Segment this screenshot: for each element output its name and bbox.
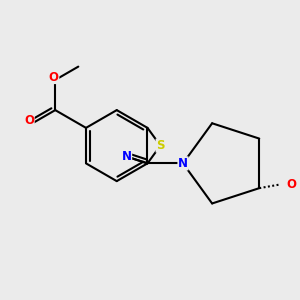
Text: O: O bbox=[24, 114, 34, 127]
Text: O: O bbox=[286, 178, 296, 191]
Text: O: O bbox=[49, 70, 59, 83]
Text: S: S bbox=[156, 139, 165, 152]
Text: N: N bbox=[122, 150, 132, 163]
Text: N: N bbox=[178, 157, 188, 170]
